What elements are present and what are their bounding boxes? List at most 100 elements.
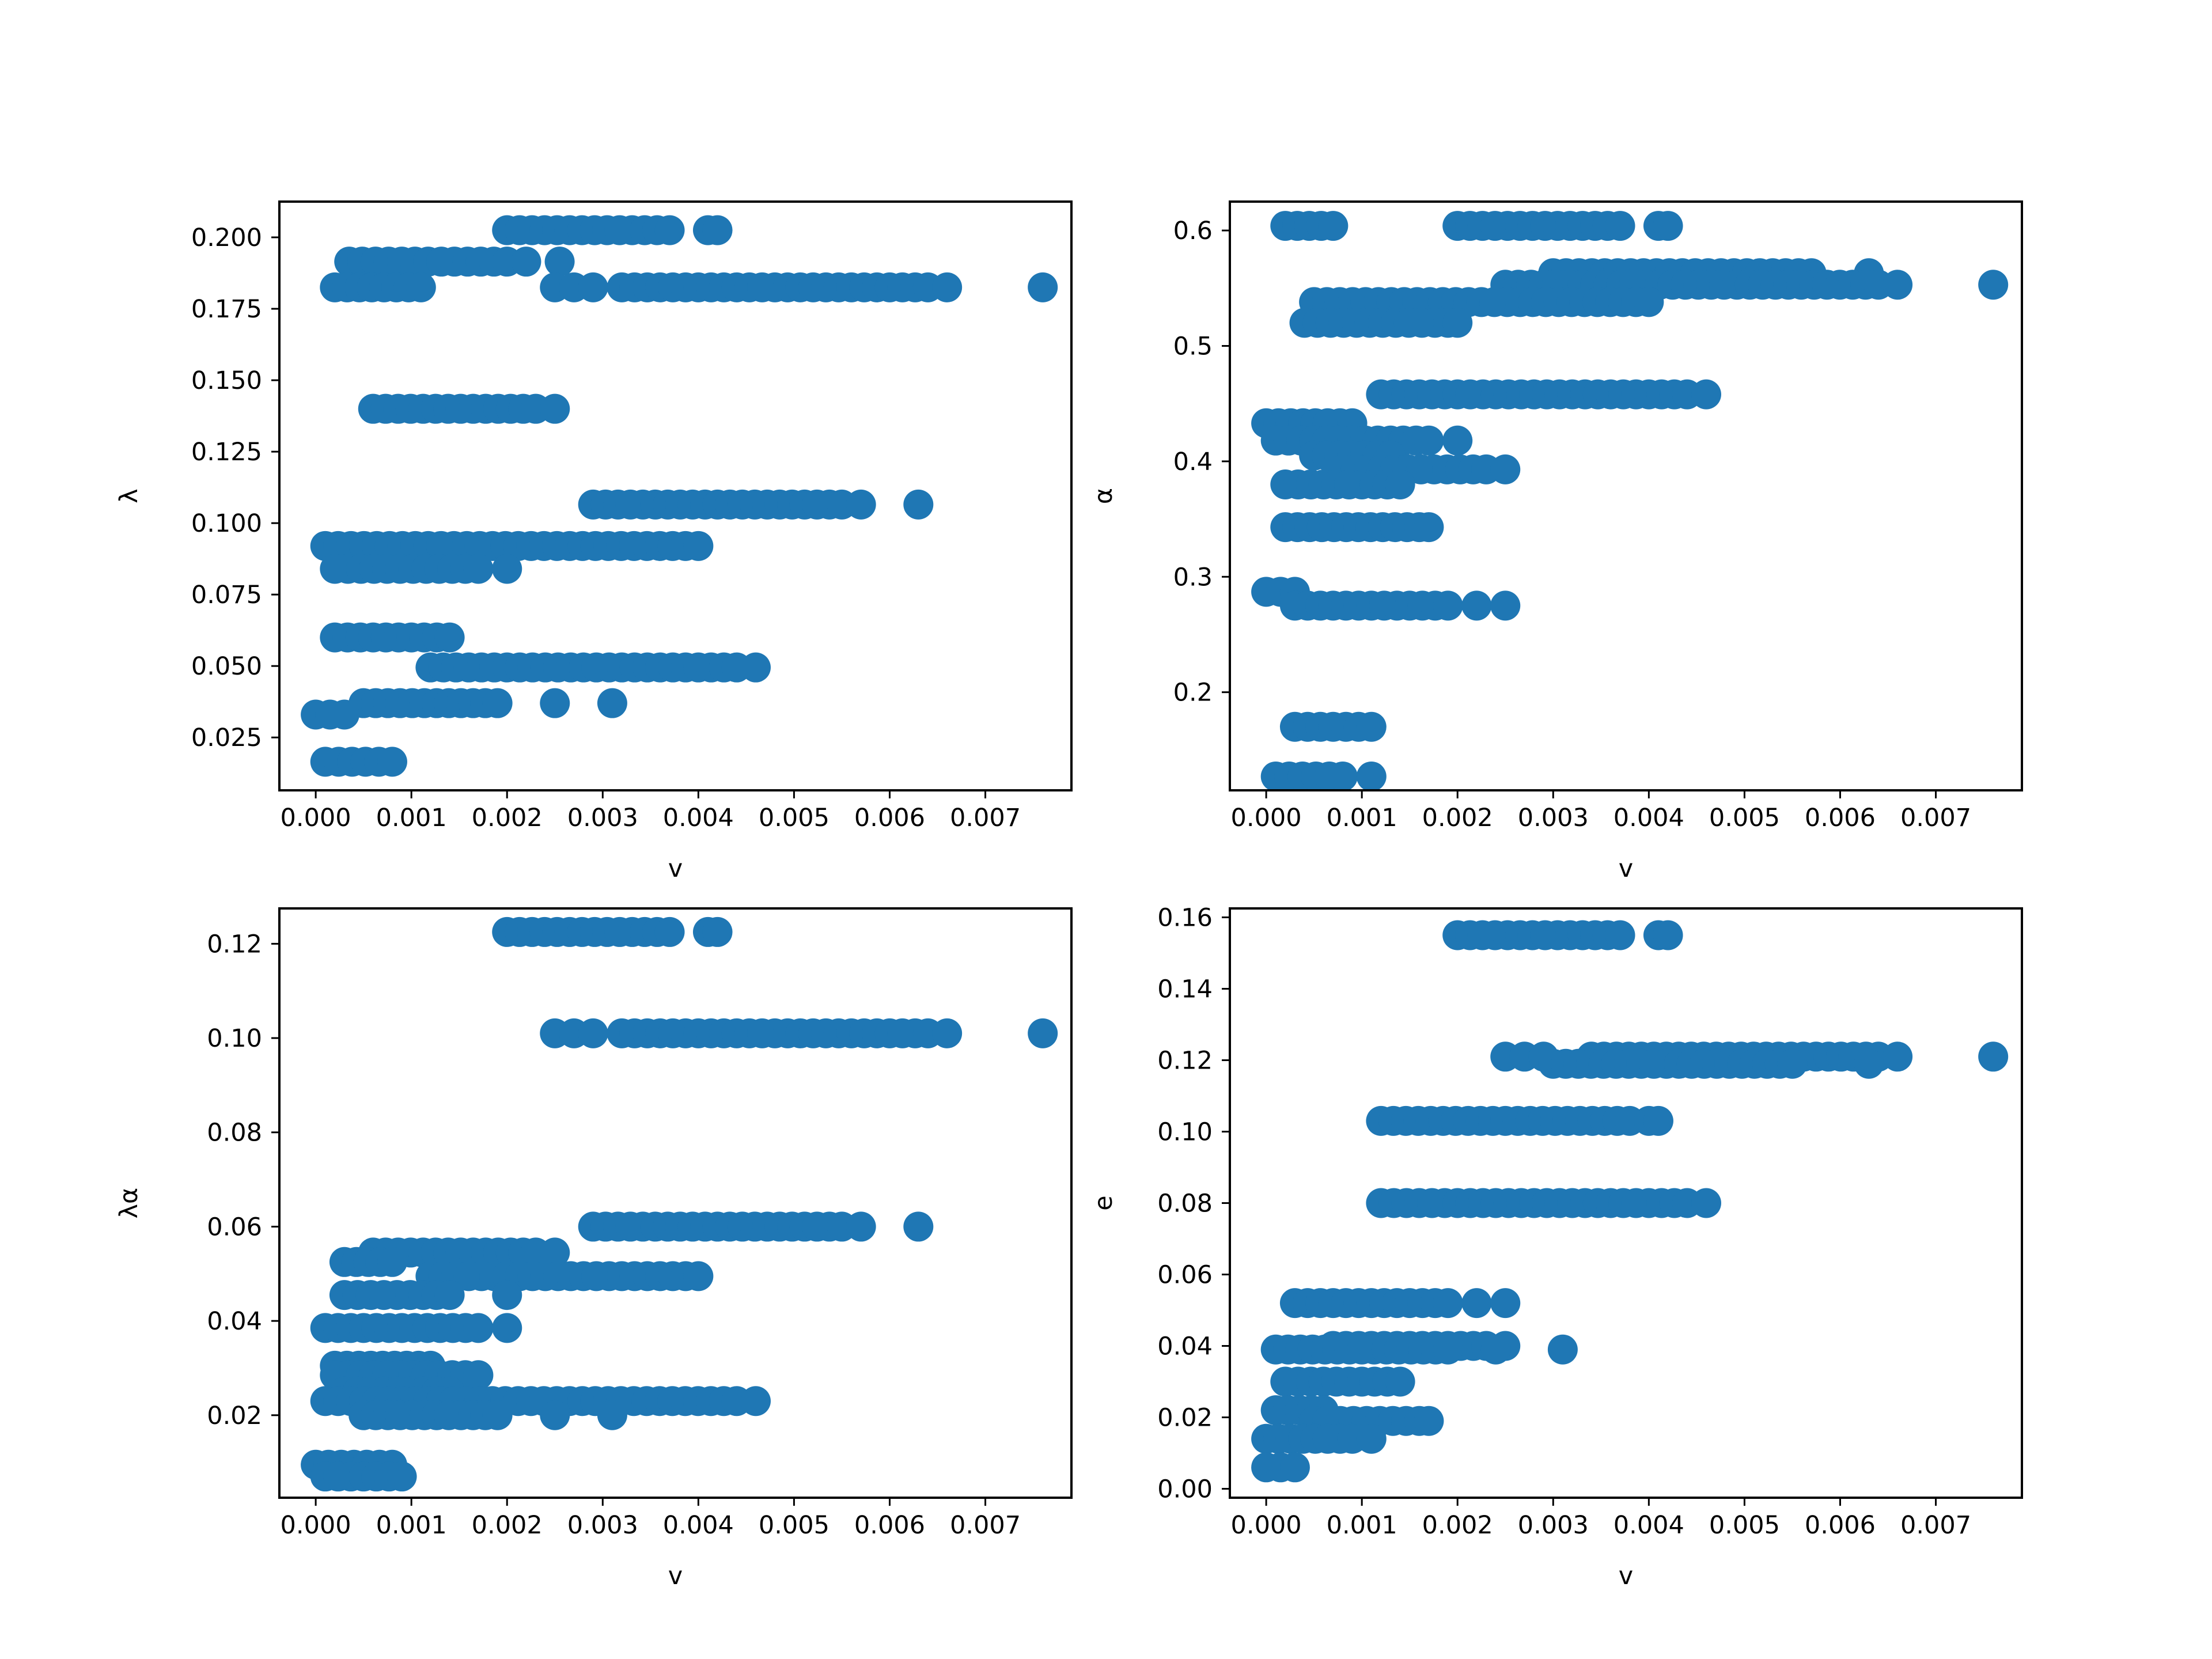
data-point — [578, 272, 608, 302]
data-point — [1356, 761, 1387, 790]
data-point — [903, 489, 934, 520]
x-tick-label: 0.000 — [1231, 804, 1302, 832]
data-point — [1385, 469, 1415, 499]
data-point — [1442, 425, 1473, 456]
data-point — [492, 1280, 522, 1310]
x-tick-label: 0.003 — [567, 804, 638, 832]
data-point — [1318, 211, 1349, 241]
y-tick-label: 0.2 — [1173, 679, 1213, 707]
x-tick-label: 0.004 — [663, 1511, 734, 1540]
data-point — [1327, 761, 1358, 790]
data-point — [1028, 1018, 1058, 1048]
data-point — [702, 916, 733, 947]
data-point — [1653, 920, 1683, 950]
x-tick-label: 0.000 — [281, 804, 351, 832]
y-tick-label: 0.04 — [207, 1307, 262, 1336]
data-point — [1490, 454, 1521, 484]
data-point — [329, 699, 359, 730]
data-point — [540, 1400, 570, 1430]
data-point — [932, 1018, 963, 1048]
data-point — [406, 272, 436, 302]
data-point — [1978, 1041, 2009, 1072]
y-tick-label: 0.14 — [1157, 975, 1213, 1004]
data-point — [1414, 512, 1444, 543]
y-tick-label: 0.06 — [1157, 1261, 1213, 1290]
x-tick-label: 0.006 — [1805, 804, 1876, 832]
data-point — [1547, 1334, 1578, 1365]
data-point — [683, 1261, 714, 1291]
data-point — [1385, 1366, 1415, 1397]
data-point — [1643, 1105, 1673, 1136]
data-point — [377, 1247, 407, 1277]
y-tick-label: 0.050 — [191, 652, 262, 681]
y-tick-label: 0.08 — [207, 1119, 262, 1147]
data-point — [597, 688, 627, 718]
data-point — [1691, 379, 1721, 410]
data-point — [1433, 1288, 1463, 1319]
data-point — [1605, 211, 1635, 241]
data-point — [1634, 287, 1664, 317]
data-point — [683, 531, 714, 561]
points-lambda — [301, 215, 1058, 777]
data-point — [387, 1461, 417, 1492]
data-point — [1691, 1188, 1721, 1218]
x-tick-label: 0.004 — [663, 804, 734, 832]
x-tick-label: 0.002 — [472, 1511, 543, 1540]
y-tick-label: 0.02 — [207, 1402, 262, 1430]
x-axis-label: v — [668, 1562, 683, 1590]
points-e — [1251, 920, 2009, 1483]
y-tick-label: 0.075 — [191, 581, 262, 609]
data-point — [702, 215, 733, 245]
x-tick-label: 0.007 — [1900, 1511, 1971, 1540]
subplot-e: 0.000 0.001 0.002 0.003 0.004 0.005 0.006 0.007… — [1089, 904, 2023, 1590]
data-point — [492, 1313, 522, 1343]
x-tick-label: 0.000 — [281, 1511, 351, 1540]
data-point — [740, 1386, 771, 1416]
data-point — [932, 272, 963, 302]
data-point — [654, 215, 685, 245]
x-tick-label: 0.006 — [854, 1511, 925, 1540]
axes-frame-alpha — [1229, 200, 2023, 791]
data-point — [463, 1360, 494, 1391]
y-tick-label: 0.150 — [191, 366, 262, 395]
data-point — [846, 489, 876, 520]
data-point — [1442, 308, 1473, 338]
data-point — [1883, 270, 1913, 300]
points-alpha — [1251, 211, 2009, 790]
y-tick-label: 0.6 — [1173, 217, 1213, 245]
y-tick-label: 0.100 — [191, 509, 262, 538]
data-point — [1356, 711, 1387, 742]
x-tick-label: 0.001 — [1327, 1511, 1397, 1540]
y-tick-label: 0.00 — [1157, 1475, 1213, 1504]
x-tick-label: 0.005 — [1709, 1511, 1780, 1540]
x-tick-label: 0.003 — [1518, 804, 1589, 832]
y-tick-label: 0.10 — [207, 1024, 262, 1053]
subplot-lambda-alpha: 0.000 0.001 0.002 0.003 0.004 0.005 0.006 0.007… — [115, 907, 1073, 1590]
x-tick-label: 0.002 — [472, 804, 543, 832]
data-point — [903, 1211, 934, 1242]
y-tick-label: 0.06 — [207, 1213, 262, 1241]
subplot-alpha: 0.000 0.001 0.002 0.003 0.004 0.005 0.006 0.007… — [1089, 200, 2023, 883]
x-tick-label: 0.001 — [1327, 804, 1397, 832]
x-tick-label: 0.003 — [1518, 1511, 1589, 1540]
data-point — [740, 652, 771, 683]
data-point — [540, 688, 570, 718]
y-tick-label: 0.10 — [1157, 1118, 1213, 1147]
data-point — [1028, 272, 1058, 302]
x-tick-label: 0.007 — [1900, 804, 1971, 832]
data-point — [578, 1018, 608, 1048]
data-point — [1653, 211, 1683, 241]
x-tick-label: 0.002 — [1422, 804, 1493, 832]
data-point — [511, 247, 541, 277]
y-tick-label: 0.125 — [191, 438, 262, 467]
x-tick-label: 0.001 — [376, 1511, 447, 1540]
data-point — [492, 554, 522, 584]
x-tick-label: 0.005 — [759, 1511, 830, 1540]
y-tick-label: 0.3 — [1173, 563, 1213, 592]
data-point — [597, 1400, 627, 1430]
x-tick-label: 0.006 — [1805, 1511, 1876, 1540]
y-tick-label: 0.4 — [1173, 448, 1213, 476]
x-tick-label: 0.002 — [1422, 1511, 1493, 1540]
x-axis-label: v — [1619, 854, 1633, 883]
